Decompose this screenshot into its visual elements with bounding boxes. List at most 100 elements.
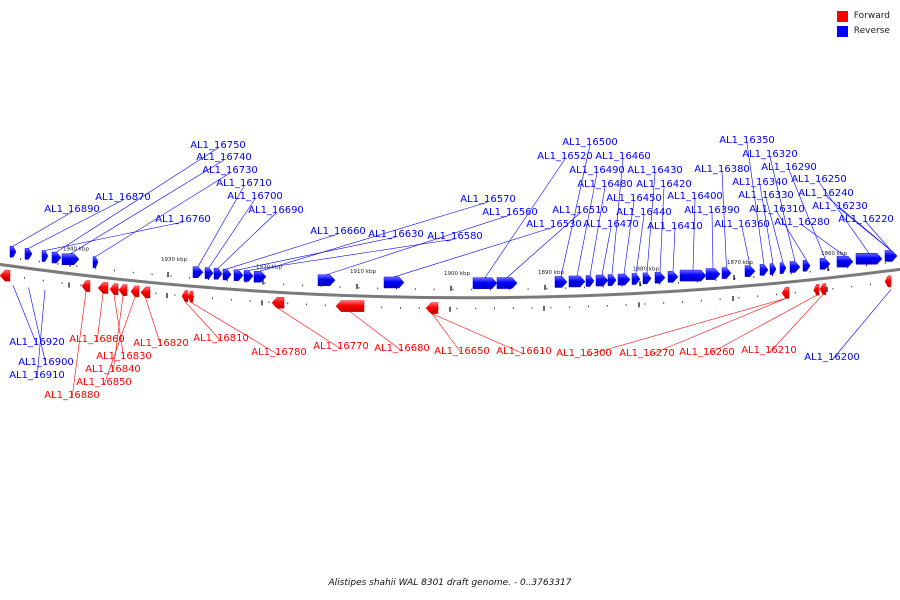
- leader-line: [765, 197, 784, 263]
- gene-label: AL1_16610: [496, 346, 552, 357]
- gene-label: AL1_16210: [741, 345, 797, 356]
- axis-minor-tick: [24, 277, 25, 279]
- reverse-gene-arrow: [213, 268, 223, 280]
- leader-line: [672, 228, 676, 272]
- leader-line: [70, 159, 225, 254]
- reverse-gene-arrow: [779, 262, 787, 274]
- axis-minor-tick: [249, 300, 251, 302]
- forward-swatch: [836, 10, 848, 22]
- axis-minor-tick: [828, 268, 830, 271]
- legend-label-reverse: Reverse: [853, 26, 890, 36]
- axis-minor-tick: [377, 287, 379, 290]
- gene-label: AL1_16460: [595, 151, 651, 162]
- axis-minor-tick: [57, 263, 59, 265]
- gene-label: AL1_16430: [627, 165, 683, 176]
- leader-line: [95, 172, 231, 257]
- leader-line: [12, 211, 73, 247]
- leader-line: [208, 198, 256, 268]
- axis-minor-tick: [42, 279, 44, 282]
- axis-minor-tick: [400, 307, 401, 309]
- gene-label: AL1_16410: [647, 221, 703, 232]
- axis-minor-tick: [268, 301, 270, 303]
- gene-label: AL1_16200: [804, 352, 860, 363]
- leader-line: [776, 211, 807, 261]
- axis-minor-tick: [602, 286, 604, 288]
- leader-line: [190, 301, 280, 356]
- gene-label: AL1_16560: [482, 207, 538, 218]
- axis-minor-tick: [606, 305, 608, 307]
- gene-label: AL1_16400: [667, 191, 723, 202]
- leader-line: [721, 171, 727, 268]
- reverse-gene-arrow: [595, 274, 609, 287]
- axis-minor-tick: [418, 307, 420, 309]
- leader-line: [560, 144, 591, 277]
- axis-minor-tick: [155, 292, 157, 295]
- gene-label: AL1_16690: [248, 205, 304, 216]
- gene-label: AL1_16630: [368, 229, 424, 240]
- axis-minor-tick: [700, 299, 702, 302]
- axis-minor-tick: [38, 260, 40, 263]
- gene-labels: AL1_16890AL1_16870AL1_16760AL1_16750AL1_…: [9, 135, 894, 401]
- gene-label: AL1_16360: [714, 219, 770, 230]
- leader-line: [583, 298, 786, 357]
- reverse-gene-arrow: [769, 263, 777, 275]
- axis-minor-tick: [212, 297, 213, 300]
- forward-gene-arrow: [109, 283, 119, 295]
- leader-line: [112, 295, 124, 373]
- leader-line: [801, 224, 846, 257]
- reverse-gene-arrow: [667, 271, 679, 283]
- reverse-gene-arrow: [192, 266, 204, 278]
- axis-minor-tick: [452, 288, 454, 291]
- leader-line: [103, 296, 136, 386]
- axis-minor-tick: [245, 281, 247, 283]
- gene-label: AL1_16710: [216, 178, 272, 189]
- gene-label: AL1_16660: [310, 226, 366, 237]
- legend-item-forward: Forward: [836, 9, 890, 23]
- axis-minor-tick: [588, 305, 589, 308]
- leader-line: [741, 226, 751, 266]
- axis-minor-tick: [170, 275, 172, 277]
- leader-line: [788, 169, 826, 259]
- gene-label: AL1_16440: [616, 207, 672, 218]
- leader-line: [44, 221, 184, 251]
- gene-label: AL1_16220: [838, 214, 894, 225]
- gene-label: AL1_16810: [193, 333, 249, 344]
- axis-minor-tick: [640, 284, 642, 286]
- gene-label: AL1_16480: [577, 179, 633, 190]
- forward-gene-arrow: [81, 280, 91, 292]
- reverse-gene-arrow: [631, 273, 641, 285]
- forward-gene-arrow: [335, 300, 365, 312]
- axis-minor-tick: [584, 286, 585, 289]
- axis-minor-tick: [306, 303, 307, 306]
- gene-label: AL1_16880: [44, 390, 100, 401]
- reverse-gene-arrow: [705, 268, 721, 280]
- axis-tick-label: 1900 kbp: [444, 271, 470, 277]
- leader-line: [71, 291, 87, 399]
- axis-tick-label: 1930 kbp: [161, 257, 187, 263]
- forward-gene-arrow: [187, 290, 194, 303]
- genome-backbone: [0, 262, 900, 300]
- leader-line: [217, 212, 277, 269]
- axis-minor-tick: [734, 277, 736, 280]
- forward-gene-arrow: [0, 269, 11, 282]
- gene-label: AL1_16300: [556, 348, 612, 359]
- forward-gene-arrow: [181, 290, 189, 302]
- leader-line: [393, 226, 555, 278]
- gene-label: AL1_16280: [774, 217, 830, 228]
- forward-gene-arrow: [425, 302, 439, 314]
- axis-minor-tick: [494, 307, 495, 310]
- reverse-gene-arrow: [654, 271, 666, 284]
- axis-minor-tick: [189, 276, 191, 279]
- gene-label: AL1_16340: [732, 177, 788, 188]
- gene-label: AL1_16270: [619, 348, 675, 359]
- axis-minor-tick: [396, 288, 397, 290]
- leader-line: [56, 147, 219, 253]
- axis-minor-tick: [61, 282, 63, 284]
- genome-caption: Alistipes shahii WAL 8301 draft genome. …: [328, 578, 572, 588]
- reverse-gene-arrow: [243, 270, 254, 282]
- axis-minor-tick: [381, 306, 383, 309]
- leader-line: [431, 313, 463, 355]
- axis-minor-tick: [508, 288, 510, 291]
- axis-minor-tick: [696, 280, 698, 283]
